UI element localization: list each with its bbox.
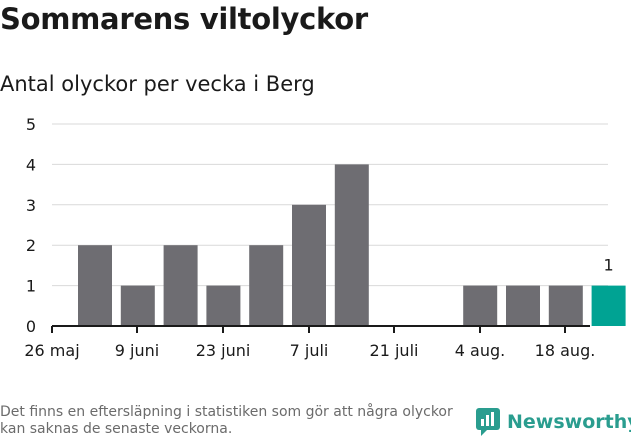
y-tick-label: 1 [26,277,36,296]
data-label: 1 [604,256,614,275]
bar [548,285,583,326]
brand-name: Newsworthy [507,411,631,433]
y-tick-label: 2 [26,236,36,255]
chart-title: Sommarens viltolyckor [0,2,368,36]
bar [292,204,326,326]
x-tick-label: 7 juli [290,341,329,360]
bar [163,245,198,326]
newsworthy-logo-icon [476,408,500,436]
bar [120,285,155,326]
x-tick-label: 9 juni [115,341,159,360]
x-tick-label: 26 maj [24,341,79,360]
bar [463,285,498,326]
chart-subtitle: Antal olyckor per vecka i Berg [0,72,315,96]
bar [206,285,241,326]
x-tick-label: 23 juni [196,341,251,360]
x-tick-label: 21 juli [370,341,419,360]
y-tick-label: 4 [26,155,36,174]
bar-chart: 0 1 2 3 4 5 1 26 maj 9 juni 23 juni 7 juli 21 juli 4… [24,115,626,360]
x-tick-label: 18 aug. [535,341,596,360]
y-tick-label: 0 [26,317,36,336]
bar [78,245,112,326]
footnote: Det finns en eftersläpning i statistiken… [0,404,453,437]
y-tick-label: 3 [26,196,36,215]
x-tick-label: 4 aug. [455,341,505,360]
bar [249,245,284,326]
brand: Newsworthy [475,407,631,437]
bar [506,285,540,326]
bar [334,164,369,326]
y-tick-label: 5 [26,115,36,134]
bar [591,285,626,326]
